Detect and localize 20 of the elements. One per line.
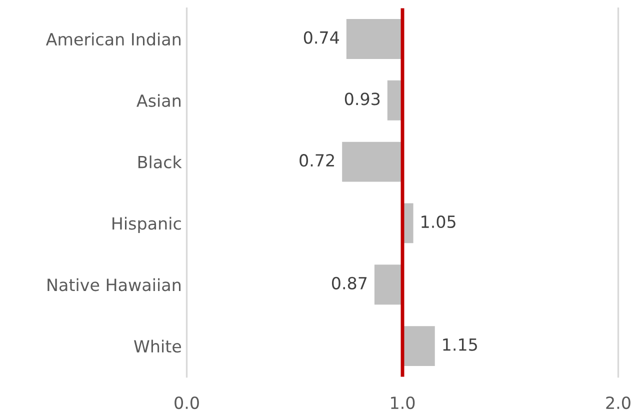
y-tick-label: Black xyxy=(138,155,182,168)
bar xyxy=(387,80,402,120)
data-label: 1.15 xyxy=(443,338,477,351)
y-tick-label: American Indian xyxy=(46,32,180,46)
x-tick-label: 1.0 xyxy=(391,396,415,410)
data-label: 0.93 xyxy=(344,92,380,106)
bar xyxy=(402,326,435,366)
data-label: 0.72 xyxy=(300,154,334,167)
x-tick-label: 2.0 xyxy=(606,396,630,410)
y-tick-label: Hispanic xyxy=(112,216,181,234)
y-tick-label: Asian xyxy=(136,94,180,107)
data-label: 0.87 xyxy=(332,276,367,290)
x-tick-label: 0.0 xyxy=(174,396,199,410)
y-tick-label: White xyxy=(134,340,182,353)
y-tick-label: Native Hawaiian xyxy=(48,278,180,292)
data-label: 1.05 xyxy=(422,215,456,228)
bar xyxy=(374,264,402,305)
data-label: 0.74 xyxy=(304,31,339,44)
bar xyxy=(346,19,402,59)
bar xyxy=(342,142,402,182)
